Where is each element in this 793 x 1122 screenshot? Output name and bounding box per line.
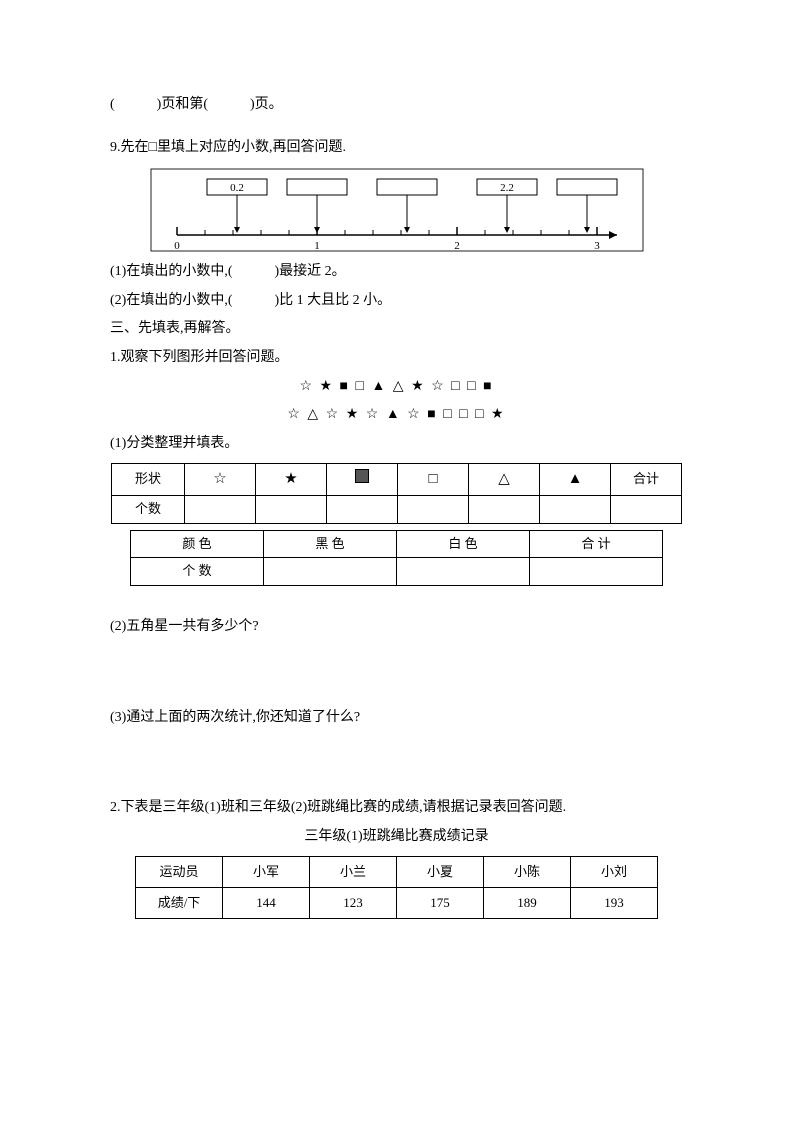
s3-q2-caption: 三年级(1)班跳绳比赛成绩记录 — [110, 824, 683, 851]
svg-text:2: 2 — [454, 240, 460, 252]
s3-q1-p1: (1)分类整理并填表。 — [110, 431, 683, 458]
prev-page-fragment: ( )页和第( )页。 — [110, 92, 683, 119]
section3-title: 三、先填表,再解答。 — [110, 316, 683, 343]
s3-q2-stem: 2.下表是三年级(1)班和三年级(2)班跳绳比赛的成绩,请根据记录表回答问题. — [110, 795, 683, 822]
s3-q1-p2: (2)五角星一共有多少个? — [110, 614, 683, 641]
svg-text:0: 0 — [174, 240, 180, 252]
svg-text:3: 3 — [594, 240, 600, 252]
shape-count-table: 形状☆★□△▲合计个数 — [111, 463, 682, 523]
number-line-figure: 0.2 2.2 0 1 2 3 — [147, 165, 647, 255]
s3-q1-p3: (3)通过上面的两次统计,你还知道了什么? — [110, 705, 683, 732]
color-count-table: 颜 色黑 色白 色合 计个 数 — [130, 530, 663, 586]
s3-q1-stem: 1.观察下列图形并回答问题。 — [110, 345, 683, 372]
shape-sequence-1: ☆ ★ ■ □ ▲ △ ★ ☆ □ □ ■ — [110, 374, 683, 401]
q9-stem: 9.先在□里填上对应的小数,再回答问题. — [110, 135, 683, 162]
svg-text:0.2: 0.2 — [230, 182, 244, 194]
shape-sequence-2: ☆ △ ☆ ★ ☆ ▲ ☆ ■ □ □ □ ★ — [110, 402, 683, 429]
q9-sub2: (2)在填出的小数中,( )比 1 大且比 2 小。 — [110, 288, 683, 315]
svg-text:1: 1 — [314, 240, 320, 252]
jump-rope-table: 运动员小军小兰小夏小陈小刘成绩/下144123175189193 — [135, 856, 658, 919]
q9-sub1: (1)在填出的小数中,( )最接近 2。 — [110, 259, 683, 286]
svg-text:2.2: 2.2 — [500, 182, 514, 194]
